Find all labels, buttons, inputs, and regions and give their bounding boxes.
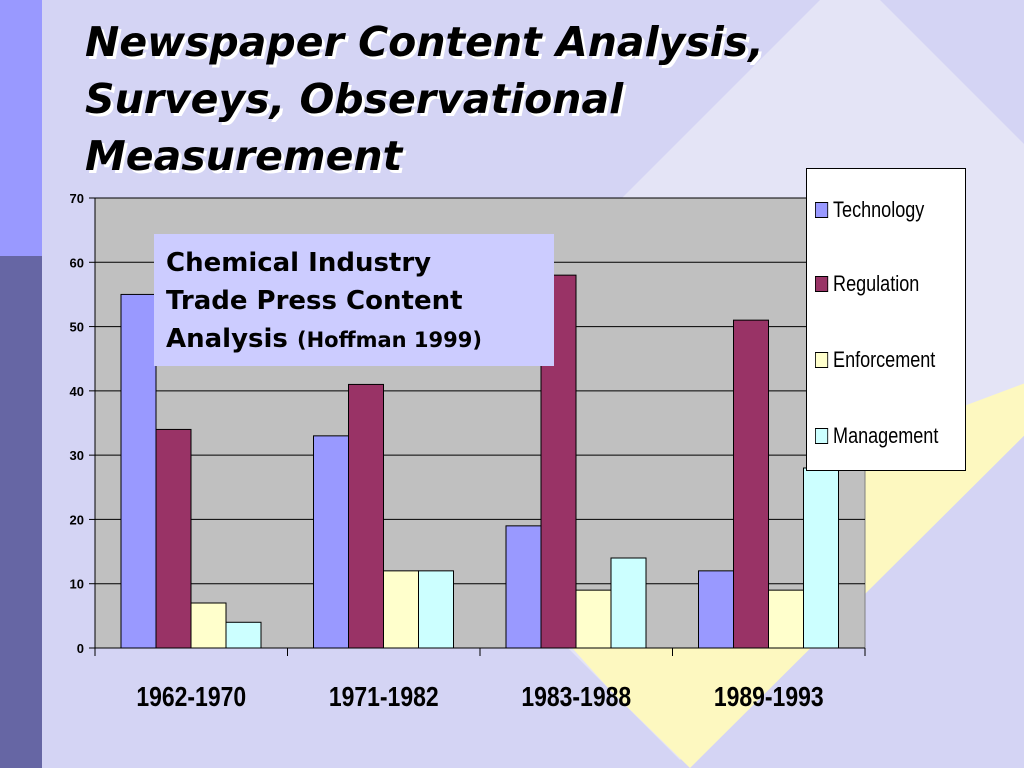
legend-item-regulation: Regulation	[815, 269, 919, 299]
annotation-box: Chemical Industry Trade Press Content An…	[154, 234, 554, 366]
y-tick-label: 20	[70, 512, 84, 527]
bar-regulation-1962-1970	[155, 428, 192, 649]
bar-management-1989-1993	[803, 467, 839, 649]
bar-enforcement-1983-1988	[575, 589, 612, 649]
x-category-label: 1989-1993	[714, 682, 824, 713]
legend-label-management: Management	[833, 423, 939, 448]
legend-swatch-enforcement	[815, 352, 829, 368]
legend-item-enforcement: Enforcement	[815, 345, 935, 375]
y-axis-ticks: 0 10 20 30 40 50 60 70	[70, 191, 95, 656]
y-tick-label: 50	[70, 320, 84, 335]
bar-regulation-1989-1993	[733, 319, 769, 649]
bar-technology-1971-1982	[313, 435, 349, 649]
x-category-label: 1971-1982	[329, 682, 439, 713]
x-category-label: 1983-1988	[521, 682, 631, 713]
bar-enforcement-1989-1993	[768, 589, 804, 649]
y-tick-label: 10	[70, 577, 84, 592]
title-line-2: Surveys, Observational	[85, 75, 624, 123]
y-tick-label: 40	[70, 384, 84, 399]
legend-swatch-technology	[815, 202, 829, 218]
y-tick-label: 70	[70, 191, 84, 206]
y-tick-label: 60	[70, 255, 84, 270]
legend-label-technology: Technology	[833, 197, 925, 222]
bar-technology-1989-1993	[698, 570, 734, 649]
slide-title: Newspaper Content Analysis, Surveys, Obs…	[85, 14, 915, 185]
axes	[94, 198, 866, 656]
bar-enforcement-1962-1970	[190, 602, 227, 649]
bars	[120, 274, 839, 649]
chart-legend: Technology Regulation Enforcement Manage…	[806, 168, 966, 471]
side-bar-dark	[0, 256, 42, 768]
legend-swatch-management	[815, 428, 829, 444]
annotation-line-1: Chemical Industry	[166, 248, 432, 278]
bar-technology-1983-1988	[505, 525, 542, 649]
bar-management-1962-1970	[225, 621, 262, 649]
bar-regulation-1971-1982	[348, 383, 384, 649]
y-tick-label: 30	[70, 448, 84, 463]
legend-label-enforcement: Enforcement	[833, 347, 936, 372]
legend-swatch-regulation	[815, 276, 829, 292]
annotation-line-3: Analysis (Hoffman 1999)	[166, 320, 542, 359]
bar-technology-1962-1970	[120, 293, 157, 649]
legend-item-management: Management	[815, 421, 938, 451]
annotation-line-2: Trade Press Content	[166, 286, 463, 316]
x-axis-labels: 1962-1970 1971-1982 1983-1988 1989-1993	[136, 682, 823, 713]
legend-item-technology: Technology	[815, 195, 924, 225]
bar-enforcement-1971-1982	[383, 570, 419, 649]
bar-management-1971-1982	[418, 570, 454, 649]
y-tick-label: 0	[77, 641, 84, 656]
title-line-1: Newspaper Content Analysis,	[85, 18, 764, 66]
annotation-line-3-text: Analysis	[166, 324, 288, 354]
annotation-citation: (Hoffman 1999)	[296, 328, 482, 352]
legend-label-regulation: Regulation	[833, 271, 920, 296]
bar-management-1983-1988	[610, 557, 647, 649]
title-line-3: Measurement	[85, 132, 403, 180]
x-category-label: 1962-1970	[136, 682, 246, 713]
